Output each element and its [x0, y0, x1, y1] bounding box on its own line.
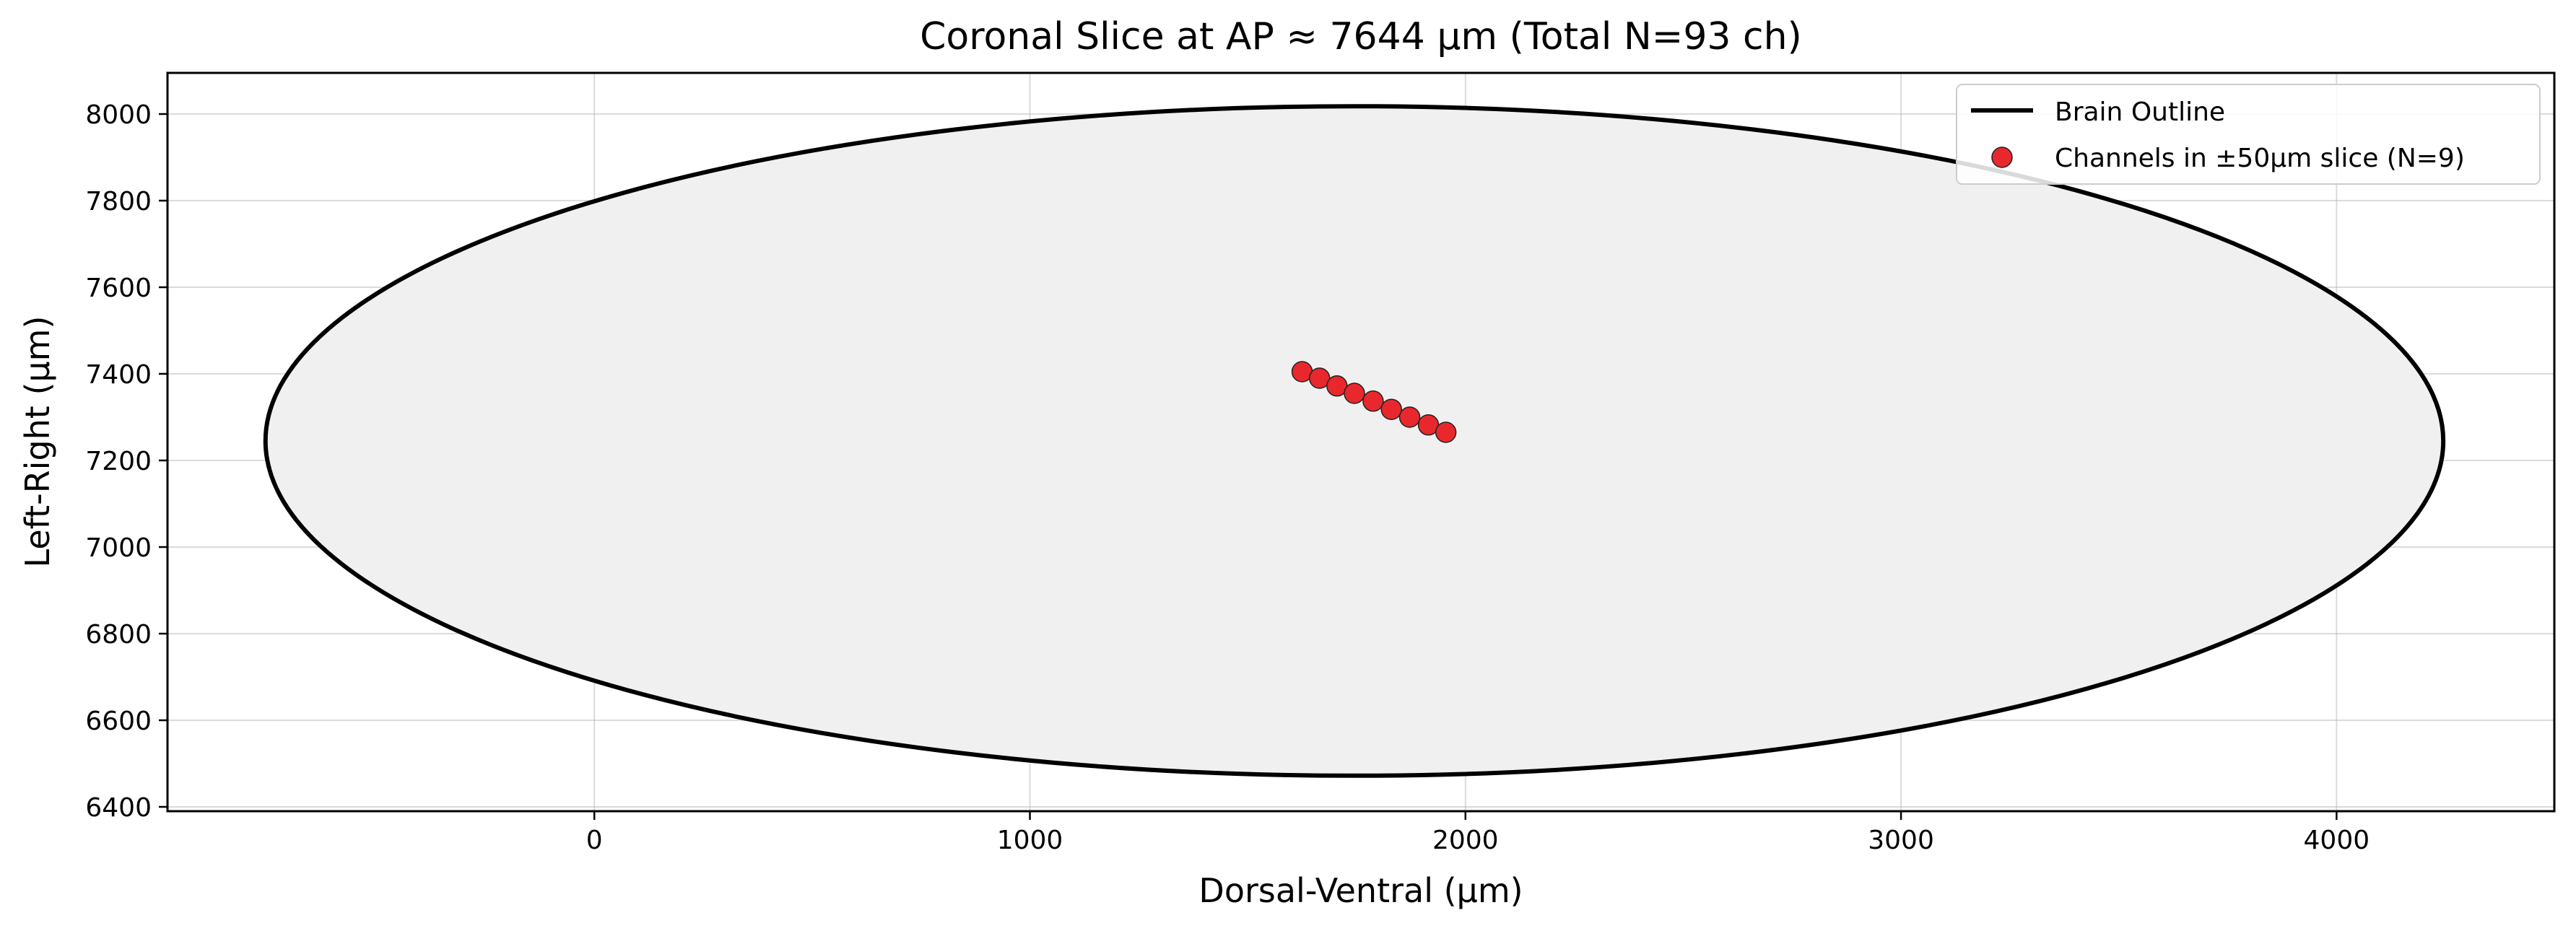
x-tick-label: 4000: [2304, 826, 2370, 855]
legend-label-outline: Brain Outline: [2055, 97, 2225, 127]
x-tick-label: 3000: [1868, 826, 1934, 855]
y-tick-label: 7200: [85, 447, 152, 476]
x-axis-ticks: 0 1000 2000 3000 4000: [586, 811, 2370, 855]
y-tick-label: 7600: [85, 274, 152, 303]
y-tick-label: 6400: [85, 793, 152, 823]
channel-point: [1362, 390, 1384, 412]
y-tick-label: 8000: [85, 100, 152, 130]
legend: Brain Outline Channels in ±50µm slice (N…: [1956, 84, 2541, 185]
y-tick-label: 6600: [85, 707, 152, 736]
y-tick-label: 7400: [85, 360, 152, 390]
x-tick-label: 0: [586, 826, 603, 855]
legend-channel-marker: [1991, 147, 2013, 168]
x-tick-label: 2000: [1432, 826, 1499, 855]
legend-box: [1956, 84, 2541, 185]
plot-area: [166, 71, 2556, 813]
y-axis-label: Left-Right (µm): [18, 316, 57, 568]
channel-points: [1291, 361, 1457, 443]
legend-label-channels: Channels in ±50µm slice (N=9): [2055, 144, 2465, 173]
channel-point: [1435, 421, 1457, 443]
x-tick-label: 1000: [997, 826, 1063, 855]
channel-point: [1344, 383, 1365, 404]
channel-point: [1398, 406, 1421, 428]
brain-outline: [263, 104, 2446, 778]
y-tick-label: 7800: [85, 187, 152, 217]
x-axis-label: Dorsal-Ventral (µm): [1198, 871, 1523, 910]
y-axis-ticks: 6400 6600 6800 7000 7200 7400 7600 7800 8000: [85, 100, 167, 823]
chart-title: Coronal Slice at AP ≈ 7644 µm (Total N=9…: [920, 15, 1802, 58]
y-tick-label: 6800: [85, 620, 152, 650]
y-tick-label: 7000: [85, 533, 152, 563]
channel-point: [1308, 367, 1331, 389]
channel-point: [1380, 398, 1402, 420]
